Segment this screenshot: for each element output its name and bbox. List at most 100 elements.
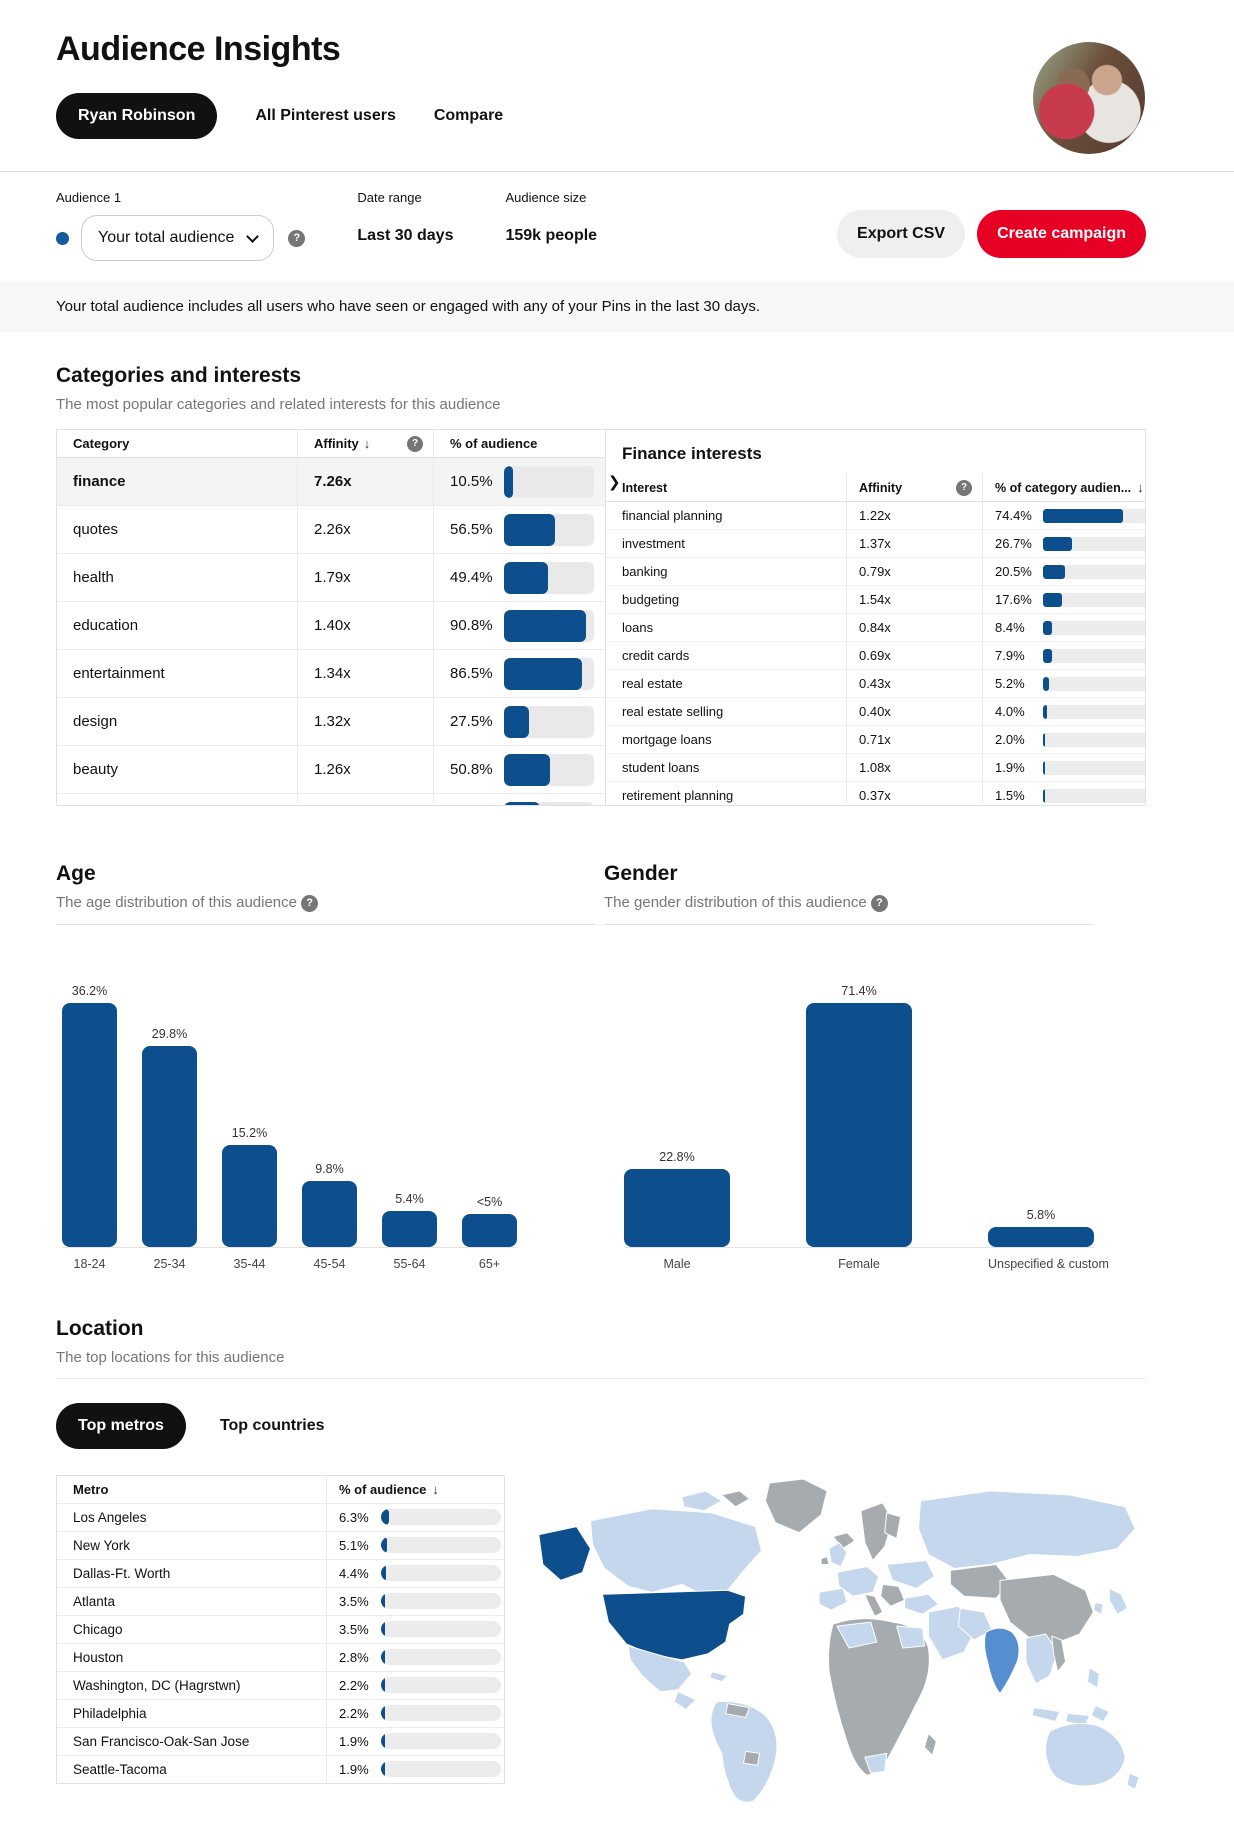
interest-pct-value: 17.6% (995, 592, 1032, 607)
sort-desc-icon: ↓ (432, 1481, 439, 1497)
interest-pct-value: 5.2% (995, 676, 1025, 691)
category-row[interactable]: education 1.40x 90.8% (57, 602, 605, 650)
divider (56, 1377, 1146, 1379)
metro-pct-cell: 3.5% (326, 1587, 504, 1615)
chart-bar-group: 22.8% (624, 1150, 730, 1247)
pct-bar-fill (504, 753, 550, 786)
metro-row: Washington, DC (Hagrstwn) 2.2% (57, 1670, 504, 1699)
map-region-alaska (538, 1525, 592, 1581)
metro-pct-cell: 4.4% (326, 1559, 504, 1587)
category-row[interactable]: quotes 2.26x 56.5% (57, 506, 605, 554)
category-row[interactable]: beauty 1.26x 50.8% (57, 746, 605, 794)
category-affinity: 1.79x (297, 554, 433, 601)
audience-tabs: Ryan Robinson All Pinterest users Compare (56, 93, 1234, 139)
metro-name: New York (73, 1537, 131, 1553)
help-icon[interactable]: ? (956, 479, 972, 496)
category-pct-value: 50.8% (450, 761, 493, 778)
help-icon[interactable]: ? (870, 894, 888, 912)
interest-name: budgeting (622, 592, 680, 607)
help-icon[interactable]: ? (288, 229, 306, 247)
col-header-affinity[interactable]: Affinity ↓ ? (297, 430, 433, 457)
world-map (531, 1475, 1146, 1805)
map-region-india (984, 1627, 1020, 1694)
category-name: finance (73, 473, 126, 490)
metro-pct-value: 3.5% (339, 1621, 369, 1637)
interest-affinity: 0.79x (846, 558, 982, 585)
pct-bar-fill (381, 1733, 385, 1750)
map-region-philippines (1086, 1666, 1100, 1688)
interest-pct-cell: 1.9% (982, 754, 1145, 781)
col-header-pct-audience[interactable]: % of audience (433, 430, 605, 457)
pct-bar-track (381, 1593, 501, 1610)
metro-name: Philadelphia (73, 1705, 147, 1721)
bar-value-label: 9.8% (315, 1161, 344, 1176)
pct-bar-track (1043, 760, 1145, 775)
audience-selector-dropdown[interactable]: Your total audience (81, 215, 275, 261)
axis-label: 55-64 (393, 1256, 426, 1271)
location-subtitle: The top locations for this audience (56, 1348, 285, 1366)
category-row[interactable]: finance 7.26x 10.5% ❯ (57, 458, 621, 506)
gender-section: Gender The gender distribution of this a… (596, 862, 1109, 1271)
axis-label: 25-34 (153, 1256, 186, 1271)
metro-pct-cell: 3.5% (326, 1615, 504, 1643)
avatar[interactable] (1033, 42, 1145, 154)
bar-value-label: 29.8% (151, 1026, 188, 1041)
gender-subtitle: The gender distribution of this audience… (604, 894, 1094, 912)
pct-bar-fill (381, 1565, 386, 1582)
axis-label: 18-24 (73, 1256, 106, 1271)
location-tab-top-metros[interactable]: Top metros (56, 1402, 186, 1449)
gender-chart: 22.8% 71.4% 5.8% Male Female Unspecified & c… (624, 971, 1109, 1271)
pct-bar-track (1043, 704, 1145, 719)
pct-bar-track (504, 657, 594, 690)
interest-pct-cell: 74.4% (982, 502, 1145, 529)
category-row[interactable]: health 1.79x 49.4% (57, 554, 605, 602)
metro-row: Houston 2.8% (57, 1642, 504, 1671)
interest-pct-value: 4.0% (995, 704, 1025, 719)
tab-ryan-robinson[interactable]: Ryan Robinson (56, 93, 218, 139)
interest-pct-cell: 7.9% (982, 642, 1145, 669)
interest-affinity: 1.37x (846, 530, 982, 557)
col-header-pct-audience[interactable]: % of audience ↓ (326, 1475, 504, 1503)
category-row[interactable]: entertainment 1.34x 86.5% (57, 650, 605, 698)
pct-bar-track (381, 1509, 501, 1526)
interest-pct-cell: 26.7% (982, 530, 1145, 557)
pct-bar-track (381, 1649, 501, 1666)
pct-category-header-label: % of category audien... (995, 480, 1132, 495)
metro-pct-value: 2.2% (339, 1705, 369, 1721)
create-campaign-button[interactable]: Create campaign (977, 210, 1146, 258)
axis-label: 45-54 (313, 1256, 346, 1271)
interest-pct-value: 26.7% (995, 536, 1032, 551)
location-tab-top-countries[interactable]: Top countries (219, 1416, 325, 1434)
divider (56, 923, 596, 925)
category-affinity: 1.34x (297, 650, 433, 697)
help-icon[interactable]: ? (407, 435, 423, 452)
category-row[interactable]: design 1.32x 27.5% (57, 698, 605, 746)
category-name: beauty (73, 761, 119, 778)
metro-row: Chicago 3.5% (57, 1614, 504, 1643)
metro-name: Chicago (73, 1621, 123, 1637)
location-title: Location (56, 1316, 144, 1340)
col-header-pct-category-audience[interactable]: % of category audien... ↓ (982, 474, 1145, 501)
chevron-right-icon: ❯ (608, 473, 621, 491)
category-row[interactable] (57, 794, 605, 805)
bar (462, 1213, 517, 1247)
map-region-finland (884, 1511, 902, 1539)
category-pct-value: 10.5% (450, 473, 493, 490)
export-csv-button[interactable]: Export CSV (837, 210, 966, 258)
metro-pct-value: 2.8% (339, 1649, 369, 1665)
pct-bar-track (504, 513, 594, 546)
interest-pct-value: 7.9% (995, 648, 1025, 663)
interest-name: mortgage loans (622, 732, 712, 747)
bar-value-label: 71.4% (841, 983, 877, 998)
pct-bar-fill (1043, 676, 1049, 691)
sort-desc-icon: ↓ (1137, 480, 1144, 495)
metro-rows: Los Angeles 6.3% New York 5.1% Dallas-Ft. Wo… (57, 1502, 504, 1783)
interest-affinity: 0.71x (846, 726, 982, 753)
bar (624, 1168, 730, 1247)
metro-name: Houston (73, 1649, 124, 1665)
metro-name: Washington, DC (Hagrstwn) (73, 1677, 241, 1693)
tab-all-pinterest-users[interactable]: All Pinterest users (255, 107, 396, 124)
help-icon[interactable]: ? (301, 894, 319, 912)
tab-compare[interactable]: Compare (433, 107, 504, 124)
metro-row: Los Angeles 6.3% (57, 1502, 504, 1531)
